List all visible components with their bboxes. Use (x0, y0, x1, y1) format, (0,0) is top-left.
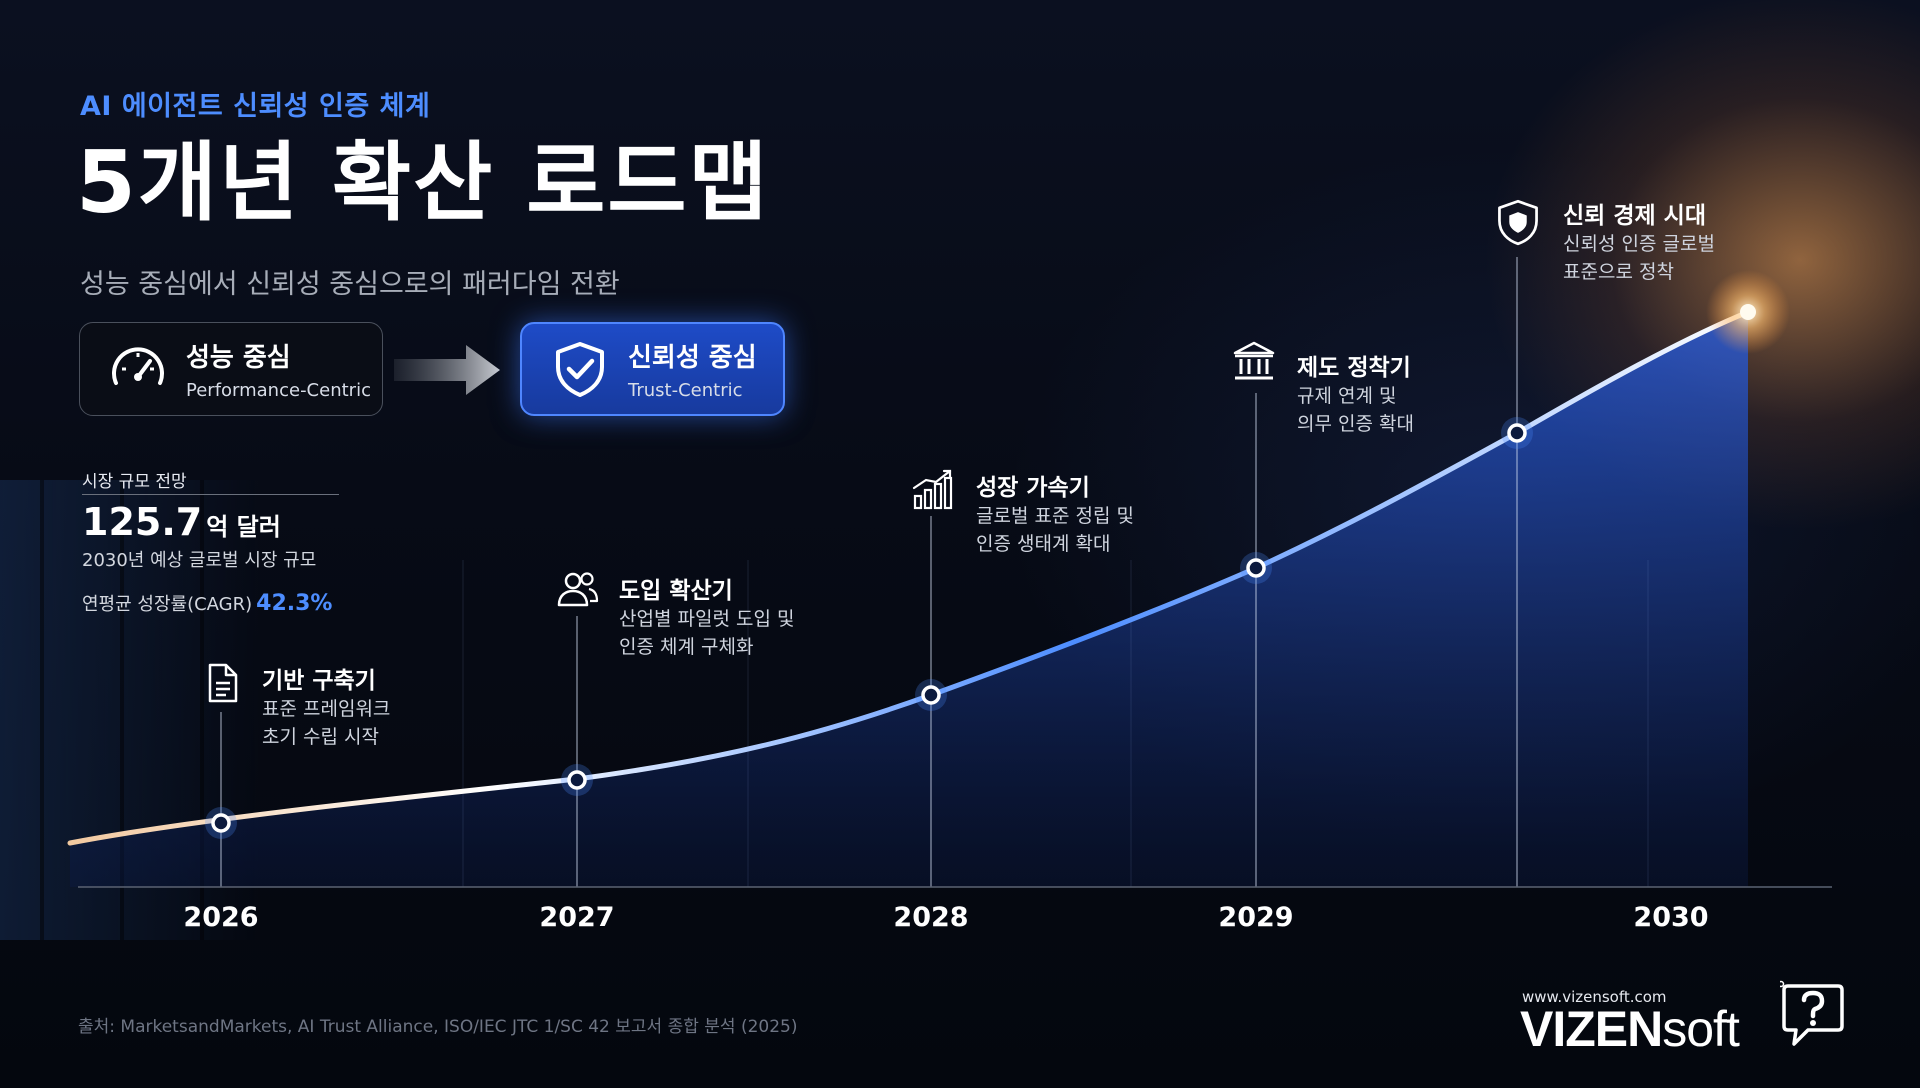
growth-area (70, 312, 1748, 887)
question-bubble-icon (1780, 980, 1844, 1046)
market-description: 2030년 예상 글로벌 시장 규모 (82, 550, 317, 571)
milestone-desc-line1: 글로벌 표준 정립 및 (976, 505, 1134, 527)
milestone-desc-line2: 초기 수립 시작 (262, 726, 379, 748)
year-label-2026: 2026 (183, 902, 259, 933)
year-label-2029: 2029 (1218, 902, 1294, 933)
users-icon (557, 572, 599, 607)
page-subtitle: 성능 중심에서 신뢰성 중심으로의 패러다임 전환 (80, 269, 620, 300)
shield-check-icon (556, 342, 604, 397)
performance-centric-card: 성능 중심 Performance-Centric (79, 322, 383, 416)
market-value: 125.7 억 달러 (82, 500, 281, 544)
growth-chart-icon (912, 469, 953, 510)
source-citation: 출처: MarketsandMarkets, AI Trust Alliance… (78, 1017, 798, 1037)
milestone-desc-line2: 표준으로 정착 (1563, 261, 1674, 283)
milestone-desc-line2: 의무 인증 확대 (1297, 413, 1414, 435)
milestone-desc-line1: 산업별 파일럿 도입 및 (619, 608, 795, 630)
milestone-title: 신뢰 경제 시대 (1563, 203, 1706, 229)
performance-title: 성능 중심 (186, 343, 291, 373)
eyebrow-label: AI 에이전트 신뢰성 인증 체계 (80, 91, 431, 122)
performance-subtitle: Performance-Centric (186, 380, 371, 401)
milestone-desc-line1: 규제 연계 및 (1297, 385, 1397, 407)
milestone-point-2027 (567, 770, 587, 790)
brand-url: www.vizensoft.com (1522, 988, 1667, 1006)
arrow-right-icon (394, 345, 500, 395)
cagr-line: 연평균 성장률(CAGR) 42.3% (82, 591, 333, 616)
year-label-2028: 2028 (893, 902, 969, 933)
market-label: 시장 규모 전망 (82, 472, 187, 492)
trust-title: 신뢰성 중심 (628, 343, 757, 373)
milestone-point-2028 (921, 685, 941, 705)
milestone-title: 성장 가속기 (976, 475, 1090, 501)
milestone-points (205, 417, 1533, 839)
cagr-value: 42.3% (256, 591, 333, 616)
milestone-title: 제도 정착기 (1297, 355, 1411, 381)
milestone-point-2026 (211, 813, 231, 833)
institution-icon (1233, 341, 1275, 380)
shield-icon (1498, 199, 1538, 246)
brand-logo: VIZENsoft (1520, 1001, 1740, 1057)
milestone-point-2030 (1507, 423, 1527, 443)
year-label-2030: 2030 (1633, 902, 1709, 933)
trust-subtitle: Trust-Centric (628, 380, 743, 401)
page-title: 5개년 확산 로드맵 (76, 133, 770, 233)
market-unit: 억 달러 (206, 513, 281, 541)
milestone-point-2029 (1246, 558, 1266, 578)
milestone-desc-line1: 표준 프레임워크 (262, 698, 391, 720)
document-icon (208, 663, 238, 703)
grid-lines (462, 560, 1649, 887)
milestone-desc-line2: 인증 체계 구체화 (619, 636, 754, 658)
milestone-desc-line2: 인증 생태계 확대 (976, 533, 1111, 555)
market-divider (82, 494, 339, 495)
trust-centric-card: 신뢰성 중심 Trust-Centric (520, 322, 785, 416)
curve-end-point (1740, 304, 1756, 320)
year-label-2027: 2027 (539, 902, 615, 933)
milestone-title: 기반 구축기 (262, 668, 376, 694)
milestone-desc-line1: 신뢰성 인증 글로벌 (1563, 233, 1715, 255)
speedometer-icon (112, 347, 164, 385)
milestone-title: 도입 확산기 (619, 578, 733, 604)
